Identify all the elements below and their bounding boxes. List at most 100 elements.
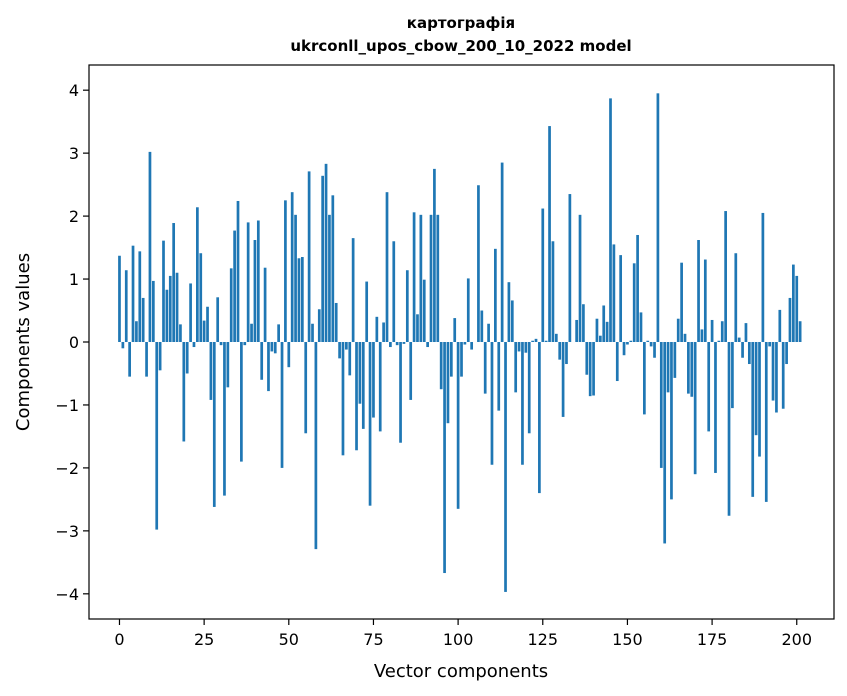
bar-115	[507, 282, 511, 342]
bar-144	[605, 321, 609, 342]
bar-35	[236, 200, 240, 342]
bar-91	[426, 342, 429, 348]
bar-12	[158, 342, 162, 371]
bar-193	[771, 342, 775, 401]
bar-173	[703, 259, 707, 342]
bar-119	[521, 342, 524, 465]
bar-116	[510, 300, 514, 342]
bar-113	[500, 162, 504, 342]
bar-108	[483, 342, 487, 394]
bar-104	[470, 342, 474, 350]
bar-13	[162, 240, 165, 342]
bar-80	[389, 342, 392, 348]
bar-0	[118, 255, 121, 342]
bar-34	[233, 230, 236, 342]
y-tick-label: −3	[55, 522, 79, 541]
bar-196	[781, 342, 785, 409]
bar-154	[639, 312, 643, 342]
x-axis-ticks: 0 25 50 75 100 125 150 175 200	[114, 619, 812, 649]
bar-169	[690, 342, 694, 397]
bar-160	[659, 342, 663, 468]
bar-147	[615, 342, 619, 382]
bar-165	[676, 318, 680, 342]
bar-76	[375, 316, 379, 342]
bar-10	[151, 280, 155, 342]
bar-127	[548, 126, 551, 342]
bar-136	[578, 214, 582, 342]
bar-179	[724, 211, 727, 342]
bar-96	[443, 342, 446, 574]
bar-82	[395, 342, 399, 346]
bar-25	[202, 320, 206, 342]
bar-163	[670, 342, 673, 500]
y-axis-ticks: −4 −3 −2 −1 0 1 2 3 4	[55, 81, 89, 604]
bar-102	[463, 342, 467, 345]
bar-17	[175, 272, 179, 342]
bar-9	[148, 151, 152, 342]
bar-32	[226, 342, 230, 388]
x-tick-label: 125	[527, 630, 558, 649]
bar-103	[466, 278, 470, 342]
bar-190	[761, 212, 765, 342]
bar-167	[683, 333, 687, 342]
bar-153	[636, 234, 639, 342]
bar-66	[341, 342, 345, 456]
bar-71	[358, 342, 362, 404]
y-tick-label: 3	[69, 144, 79, 163]
bar-128	[551, 241, 555, 342]
bar-52	[294, 214, 297, 342]
bar-200	[795, 275, 799, 342]
bar-199	[792, 264, 795, 342]
bar-135	[575, 319, 578, 342]
bar-133	[568, 194, 572, 342]
bar-188	[754, 342, 758, 436]
bar-158	[653, 342, 656, 358]
bar-14	[165, 289, 169, 342]
bar-54	[300, 257, 304, 342]
bar-36	[240, 342, 243, 462]
bar-24	[199, 253, 203, 342]
bar-26	[206, 306, 209, 342]
bar-42	[260, 342, 264, 380]
bar-69	[351, 238, 355, 343]
bar-148	[619, 255, 623, 342]
x-tick-label: 25	[194, 630, 214, 649]
bar-100	[456, 342, 460, 509]
bar-156	[646, 340, 650, 342]
bar-117	[514, 342, 518, 393]
bar-123	[534, 338, 538, 342]
bar-83	[399, 342, 402, 443]
y-axis-label: Components values	[13, 253, 34, 431]
bar-161	[663, 342, 667, 544]
bar-88	[416, 314, 419, 342]
bar-125	[541, 208, 545, 342]
bar-84	[402, 342, 406, 344]
bar-176	[714, 342, 717, 473]
bar-27	[209, 342, 213, 400]
bar-146	[612, 244, 616, 342]
bar-46	[273, 342, 277, 354]
y-tick-label: −1	[55, 396, 79, 415]
bar-77	[378, 342, 382, 432]
bar-187	[751, 342, 755, 497]
bar-162	[666, 342, 670, 393]
y-tick-label: 4	[69, 81, 79, 100]
bar-78	[382, 322, 385, 342]
bar-79	[385, 192, 389, 342]
bar-series	[118, 93, 802, 592]
bar-185	[744, 323, 748, 342]
bar-90	[422, 279, 426, 342]
bar-38	[246, 222, 250, 342]
bar-70	[355, 342, 358, 451]
bar-60	[321, 175, 325, 342]
y-tick-label: 2	[69, 207, 79, 226]
bar-51	[290, 192, 294, 342]
bar-74	[368, 342, 372, 506]
bar-145	[609, 98, 612, 343]
x-axis-label: Vector components	[374, 661, 548, 682]
bar-58	[314, 342, 318, 550]
bar-85	[405, 270, 409, 342]
bar-109	[487, 323, 490, 342]
